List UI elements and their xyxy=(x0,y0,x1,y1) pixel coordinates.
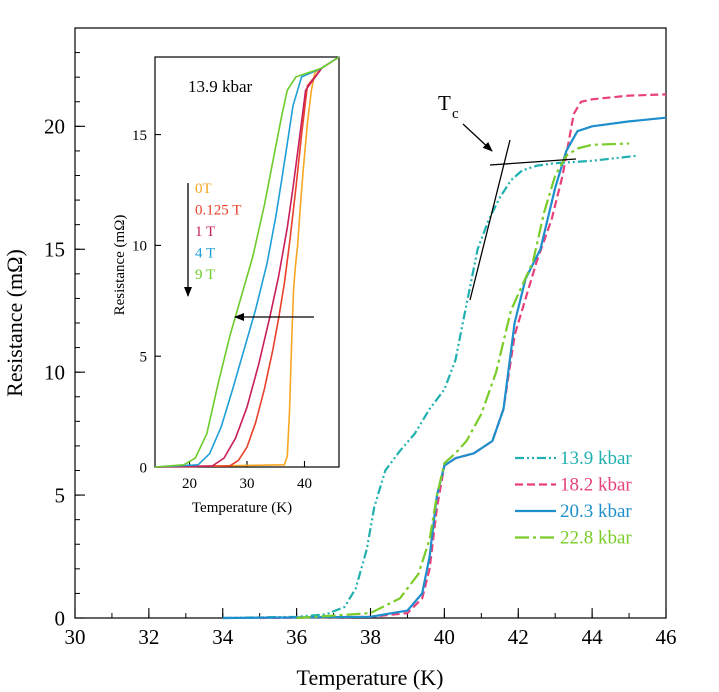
main-legend-label-3: 22.8 kbar xyxy=(560,528,632,549)
inset-y-tick-label: 10 xyxy=(132,239,147,255)
inset-legend-label-4: 9 T xyxy=(195,267,215,283)
inset-x-tick-label: 40 xyxy=(297,476,312,492)
tc-tangent-steep xyxy=(469,139,511,301)
main-series-line-2 xyxy=(222,116,667,620)
inset-legend: 0T 0.125 T 1 T 4 T 9 T xyxy=(195,181,241,283)
main-legend-label-1: 18.2 kbar xyxy=(560,475,632,496)
inset-x-axis-label: Temperature (K) xyxy=(192,500,292,516)
tc-annotation: T c xyxy=(438,91,577,301)
tc-tangent-flat xyxy=(489,158,577,166)
inset-legend-label-0: 0T xyxy=(195,181,212,197)
main-x-axis-label: Temperature (K) xyxy=(297,665,444,690)
main-legend-label-0: 13.9 kbar xyxy=(560,448,632,469)
inset-y-ticks: 0 5 10 15 xyxy=(132,128,161,476)
inset-series xyxy=(154,56,340,468)
main-x-tick-label: 32 xyxy=(138,625,159,649)
main-x-tick-label: 42 xyxy=(508,625,529,649)
inset-series-line-3 xyxy=(154,56,340,468)
main-x-tick-label: 34 xyxy=(212,625,234,649)
main-series-line-3 xyxy=(296,142,630,620)
inset-legend-label-2: 1 T xyxy=(195,224,215,240)
inset-legend-label-1: 0.125 T xyxy=(195,203,241,219)
inset-x-tick-label: 30 xyxy=(240,476,255,492)
tc-subscript: c xyxy=(452,106,459,122)
main-series-line-0 xyxy=(222,154,637,620)
inset-plot-frame xyxy=(154,56,340,468)
inset-y-tick-label: 0 xyxy=(140,460,148,476)
main-legend-label-2: 20.3 kbar xyxy=(560,501,632,522)
main-y-tick-label: 0 xyxy=(55,606,66,630)
main-y-tick-label: 5 xyxy=(55,483,66,507)
inset-x-tick-label: 20 xyxy=(182,476,197,492)
inset-series-line-1 xyxy=(154,56,340,468)
inset-series-line-2 xyxy=(154,56,340,468)
main-plot: 30 32 34 36 38 40 42 44 46 0 5 10 15 20 Temperature … xyxy=(2,27,677,690)
main-x-tick-label: 36 xyxy=(286,625,307,649)
tc-pointer-arrow xyxy=(462,123,493,152)
main-x-tick-label: 46 xyxy=(656,625,677,649)
main-x-tick-label: 40 xyxy=(434,625,455,649)
inset-y-tick-label: 5 xyxy=(140,349,148,365)
main-x-tick-label: 44 xyxy=(582,625,604,649)
inset-legend-label-3: 4 T xyxy=(195,246,215,262)
main-y-ticks: 0 5 10 15 20 xyxy=(44,27,85,630)
tc-label: T xyxy=(438,91,451,115)
inset-title: 13.9 kbar xyxy=(188,77,253,96)
main-x-tick-label: 30 xyxy=(65,625,86,649)
main-y-axis-label: Resistance (mΩ) xyxy=(2,249,27,397)
main-x-tick-label: 38 xyxy=(360,625,381,649)
inset-y-tick-label: 15 xyxy=(132,128,147,144)
main-x-ticks: 30 32 34 36 38 40 42 44 46 xyxy=(65,608,677,649)
main-y-tick-label: 20 xyxy=(44,115,65,139)
inset-series-line-4 xyxy=(154,56,340,468)
inset-x-ticks: 20 30 40 xyxy=(182,461,312,492)
main-legend: 13.9 kbar 18.2 kbar 20.3 kbar 22.8 kbar xyxy=(515,448,632,549)
main-y-tick-label: 15 xyxy=(44,238,65,262)
inset-y-axis-label: Resistance (mΩ) xyxy=(112,215,128,316)
main-y-tick-label: 10 xyxy=(44,361,65,385)
main-series xyxy=(222,93,667,620)
